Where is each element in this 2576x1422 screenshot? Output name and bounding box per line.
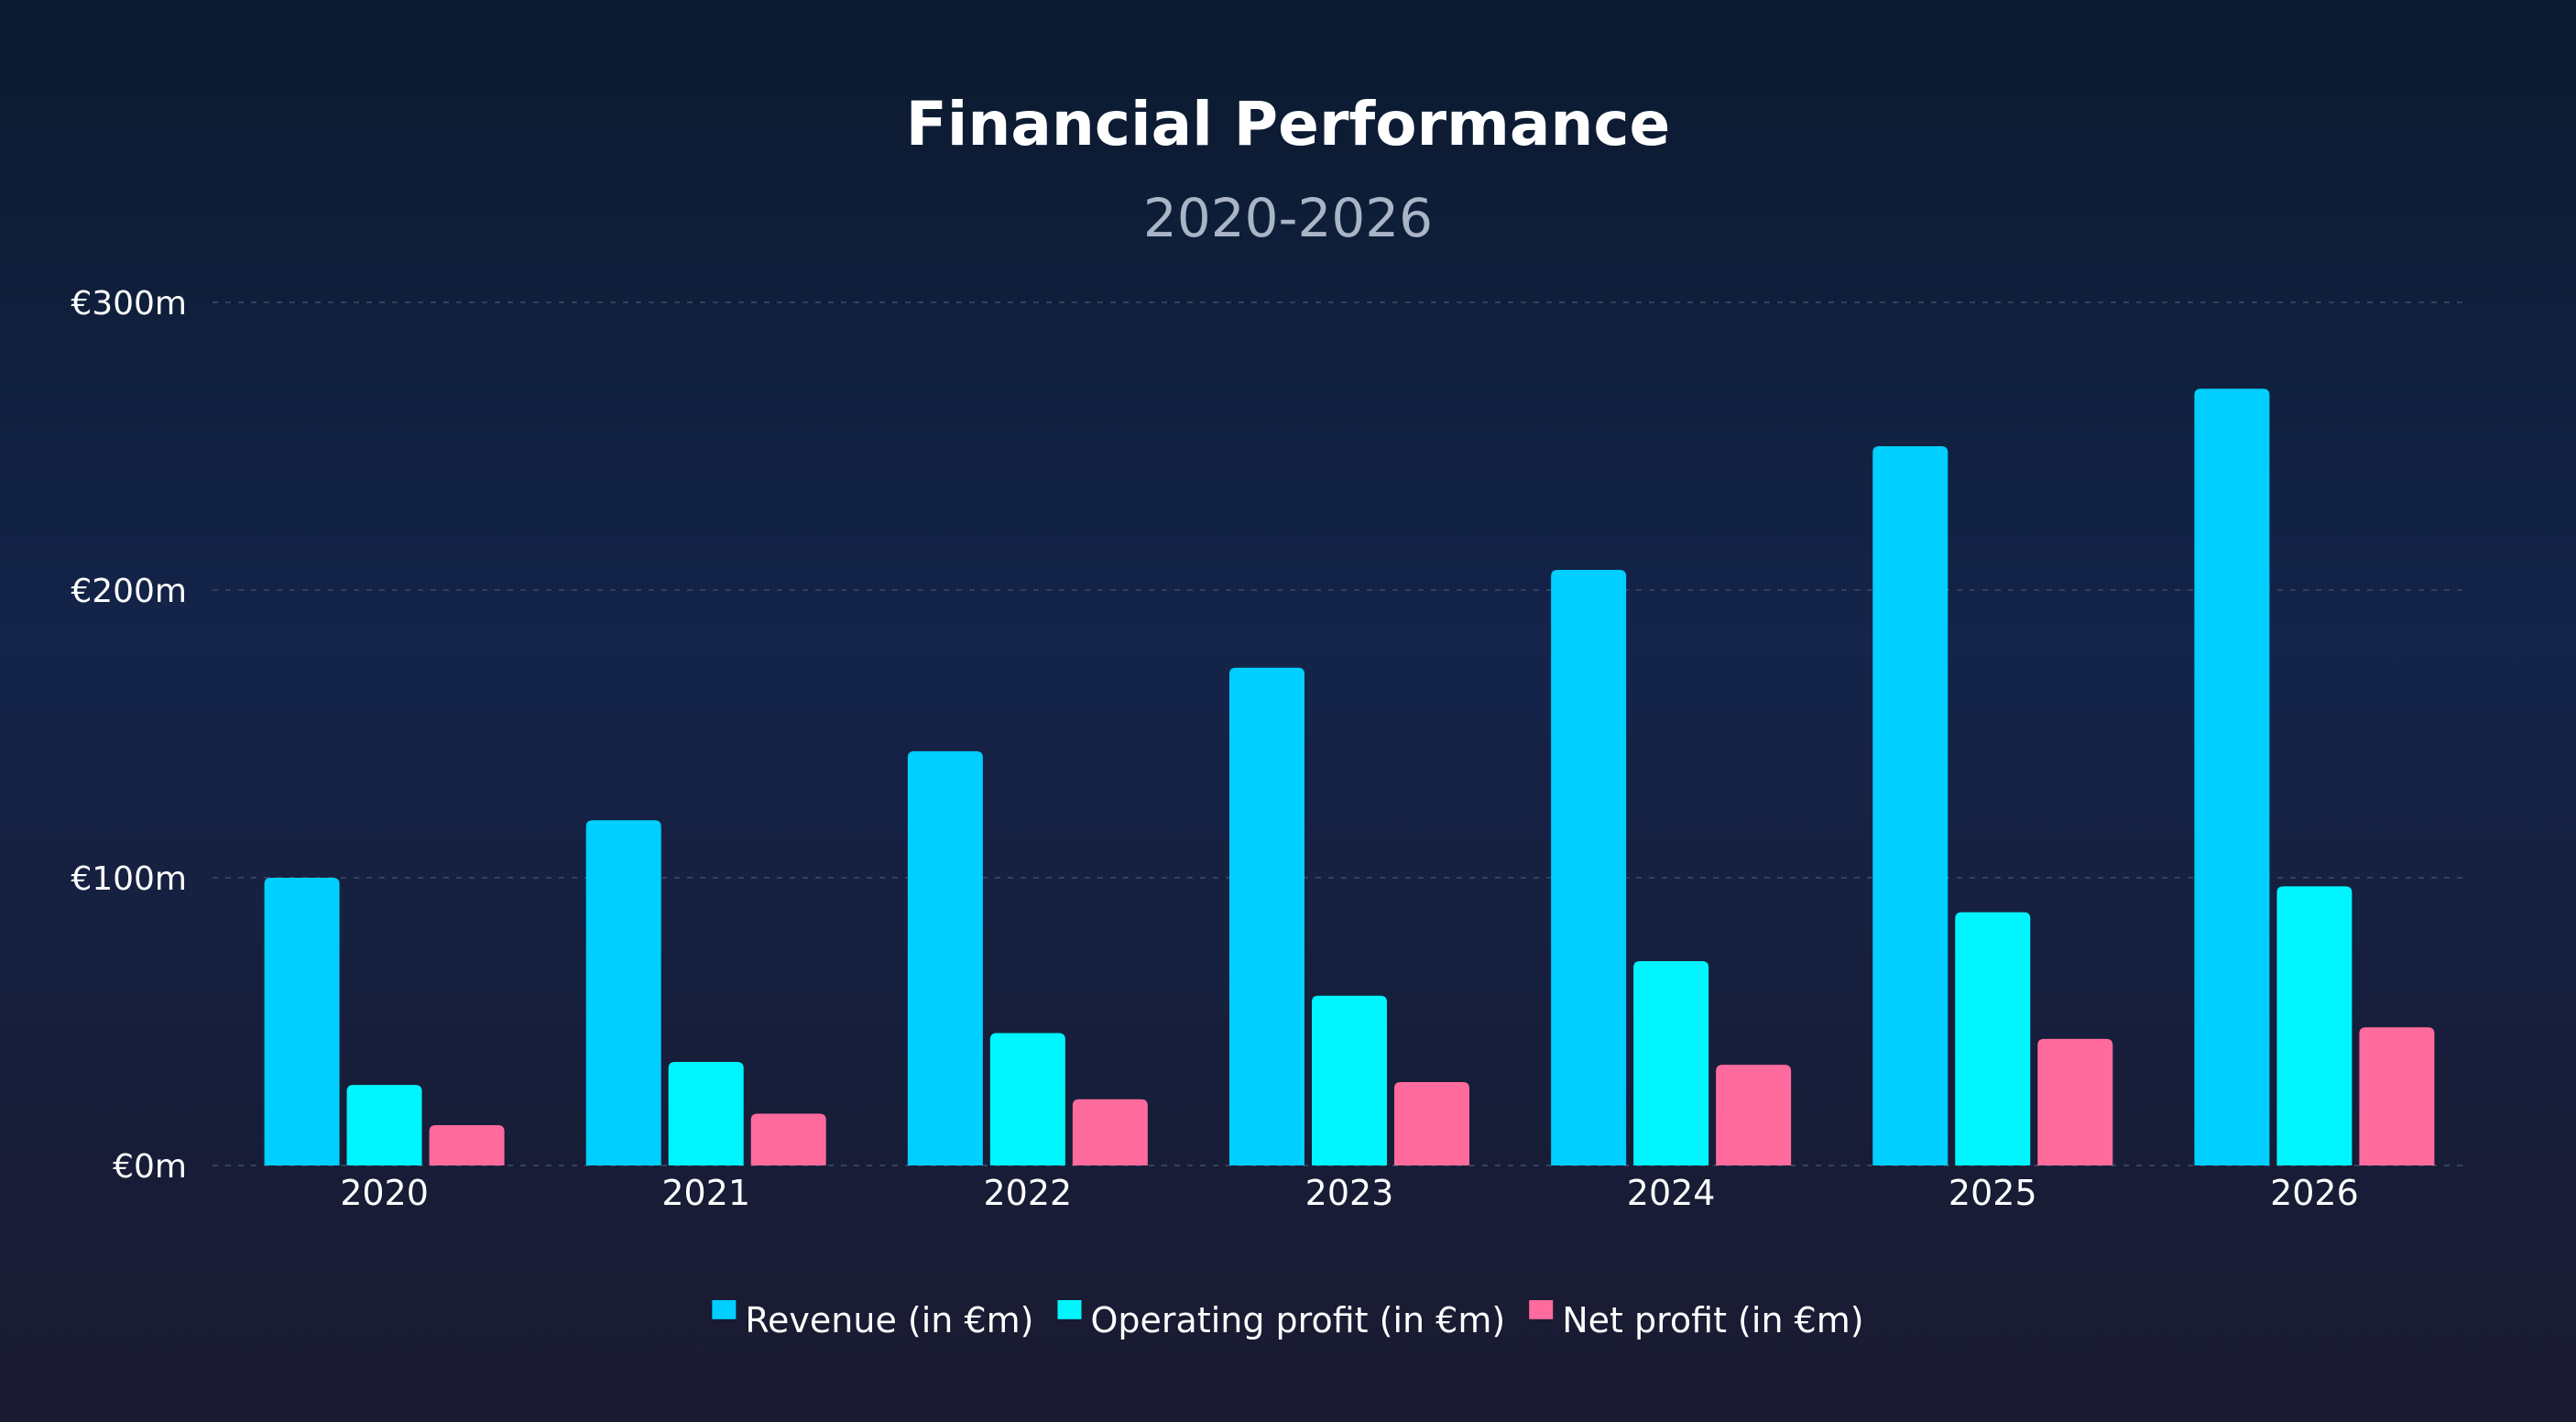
bar-2025-series-0 — [1872, 446, 1948, 1165]
bar-2022-series-2 — [1072, 1099, 1148, 1165]
chart-title: Financial Performance — [906, 89, 1671, 159]
legend-label: Revenue (in €m) — [745, 1300, 1033, 1340]
legend-swatch — [1057, 1300, 1082, 1319]
chart-subtitle: 2020-2026 — [1143, 187, 1433, 249]
legend: Revenue (in €m) Operating profit (in €m) N… — [712, 1300, 1864, 1340]
bar-2023-series-1 — [1312, 995, 1387, 1165]
y-axis-ticks: €0m €100m €200m €300m — [71, 285, 187, 1186]
bars — [264, 388, 2435, 1165]
x-tick-label: 2023 — [1305, 1173, 1394, 1213]
y-tick-label: €200m — [71, 573, 187, 610]
legend-swatch — [712, 1300, 737, 1319]
bar-2021-series-1 — [668, 1061, 744, 1165]
bar-2024-series-2 — [1716, 1065, 1792, 1165]
bar-2026-series-2 — [2359, 1027, 2435, 1165]
x-tick-label: 2022 — [983, 1173, 1072, 1213]
bar-2021-series-2 — [750, 1113, 826, 1165]
x-tick-label: 2026 — [2270, 1173, 2359, 1213]
y-tick-label: €0m — [113, 1148, 187, 1186]
bar-2020-series-1 — [346, 1085, 422, 1165]
bar-2021-series-0 — [585, 820, 661, 1165]
bar-2024-series-0 — [1551, 570, 1627, 1165]
bar-2025-series-1 — [1955, 912, 2031, 1165]
legend-item: Revenue (in €m) — [712, 1300, 1034, 1340]
y-tick-label: €300m — [71, 285, 187, 323]
bar-2022-series-1 — [989, 1033, 1065, 1165]
bar-2023-series-0 — [1229, 667, 1304, 1165]
bar-2025-series-2 — [2037, 1038, 2113, 1165]
x-tick-label: 2021 — [661, 1173, 750, 1213]
x-tick-label: 2025 — [1948, 1173, 2037, 1213]
bar-2024-series-1 — [1633, 961, 1709, 1165]
legend-item: Operating profit (in €m) — [1057, 1300, 1506, 1340]
x-axis-ticks: 2020 2021 2022 2023 2024 2025 2026 — [340, 1173, 2359, 1213]
legend-swatch — [1529, 1300, 1554, 1319]
bar-2023-series-2 — [1394, 1081, 1469, 1165]
legend-item: Net profit (in €m) — [1529, 1300, 1864, 1340]
x-tick-label: 2020 — [340, 1173, 429, 1213]
bar-2026-series-1 — [2276, 886, 2352, 1165]
legend-label: Operating profit (in €m) — [1091, 1300, 1506, 1340]
legend-label: Net profit (in €m) — [1562, 1300, 1863, 1340]
y-tick-label: €100m — [71, 860, 187, 898]
bar-2020-series-2 — [429, 1125, 505, 1165]
bar-2022-series-0 — [907, 750, 983, 1165]
bar-2020-series-0 — [264, 878, 340, 1165]
x-tick-label: 2024 — [1627, 1173, 1716, 1213]
bar-2026-series-0 — [2194, 388, 2270, 1165]
